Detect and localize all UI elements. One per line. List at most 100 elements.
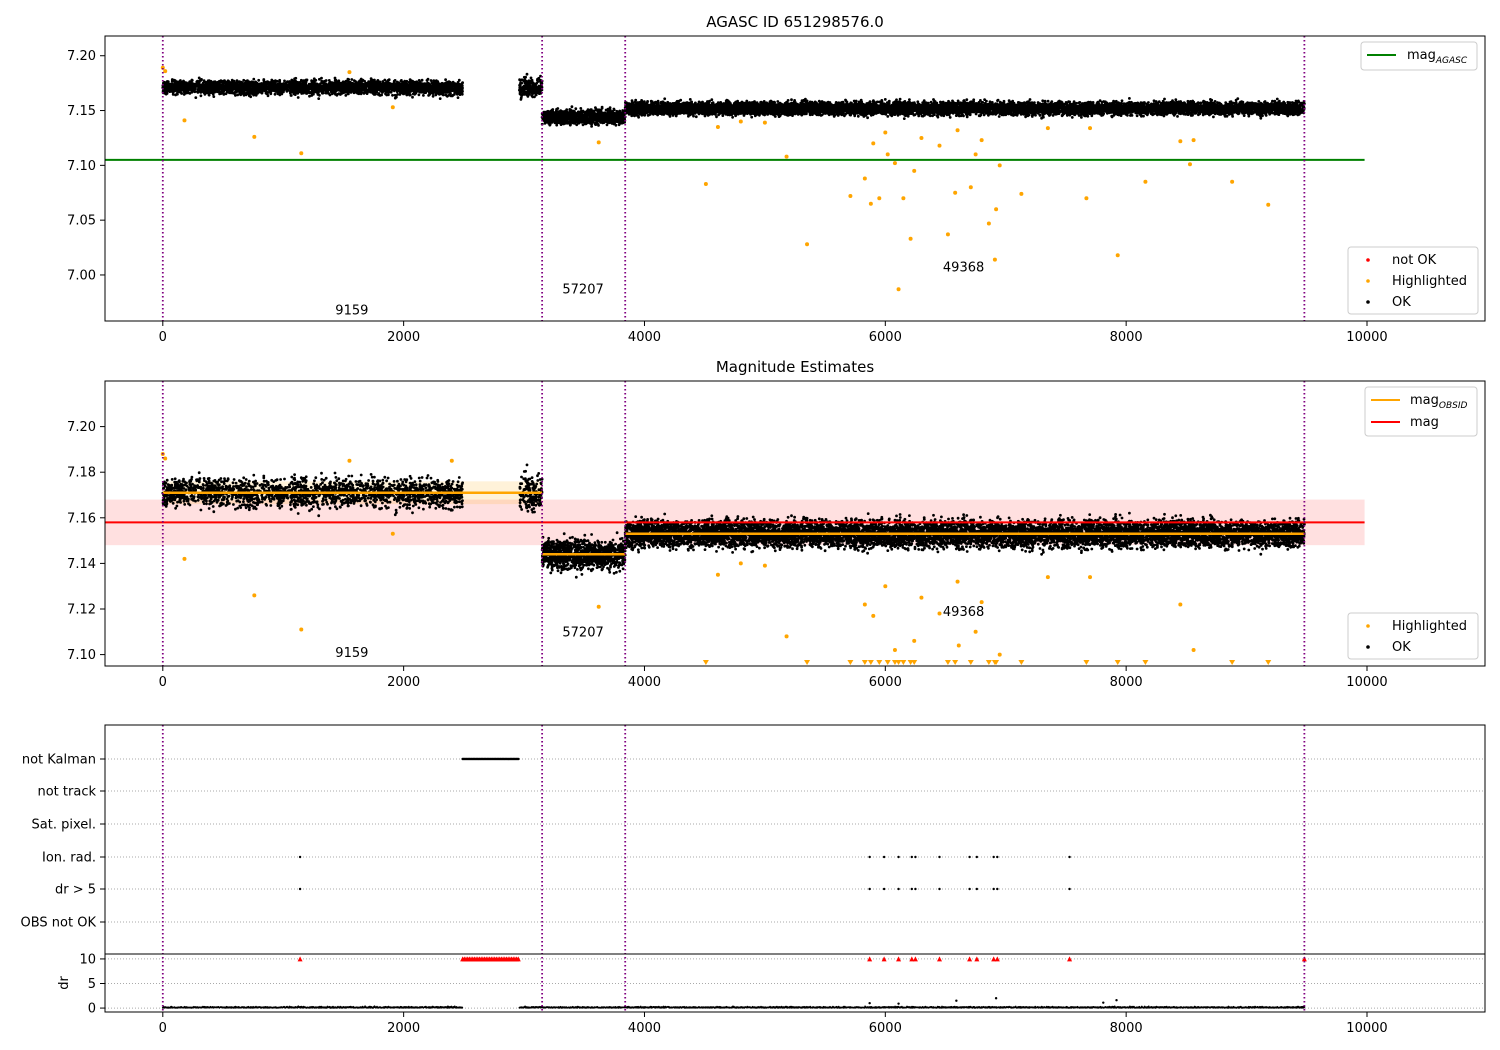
highlighted-point xyxy=(1143,179,1148,184)
highlighted-point xyxy=(908,236,913,241)
x-tick-label: 6000 xyxy=(869,330,902,345)
panel-1-plot-area: 9159 57207 49368 xyxy=(105,36,1365,321)
dr-axis-label: dr xyxy=(57,976,72,990)
highlighted-point xyxy=(979,138,984,143)
flag-point xyxy=(910,855,914,859)
flag-row-label: Ion. rad. xyxy=(42,851,96,866)
highlighted-point xyxy=(163,456,168,461)
highlighted-point xyxy=(784,154,789,159)
flag-point xyxy=(868,855,871,859)
dr-outlier-point xyxy=(1102,1001,1105,1004)
out-of-range-marker xyxy=(702,660,709,665)
flag-point xyxy=(938,887,941,891)
out-of-range-marker xyxy=(804,660,811,665)
highlighted-point xyxy=(299,151,304,156)
flag-point xyxy=(968,887,971,891)
x-tick-label: 8000 xyxy=(1110,330,1143,345)
highlighted-point xyxy=(955,128,960,133)
dr-capped-marker xyxy=(994,956,1000,962)
flag-point xyxy=(1068,887,1071,891)
highlighted-point xyxy=(805,242,810,247)
out-of-range-marker xyxy=(861,660,868,665)
highlighted-point xyxy=(892,161,897,166)
obsid-label: 49368 xyxy=(943,605,984,620)
out-of-range-marker xyxy=(1083,660,1090,665)
highlighted-point xyxy=(871,613,876,618)
flag-row-label: not track xyxy=(37,785,96,800)
highlighted-point xyxy=(163,69,168,74)
dr-capped-marker xyxy=(881,956,887,962)
x-tick-label: 2000 xyxy=(387,675,420,690)
panel-1-title: AGASC ID 651298576.0 xyxy=(706,13,884,31)
out-of-range-marker xyxy=(1265,660,1272,665)
panel-2-legend-upper: magOBSID mag xyxy=(1364,386,1478,437)
panel-2-legend-lower: Highlighted OK xyxy=(1347,612,1479,660)
flag-point xyxy=(914,855,917,859)
highlighted-point xyxy=(877,196,882,201)
dr-capped-marker xyxy=(967,956,973,962)
highlighted-point xyxy=(449,458,454,463)
highlighted-point xyxy=(937,143,942,148)
highlighted-point xyxy=(1088,575,1093,580)
x-tick-label: 10000 xyxy=(1346,330,1387,345)
highlighted-point xyxy=(973,152,978,157)
dr-capped-marker xyxy=(1301,956,1307,962)
dr-capped-marker xyxy=(515,956,521,962)
highlighted-point xyxy=(862,176,867,181)
flag-point xyxy=(882,887,886,891)
y-tick-label: 7.14 xyxy=(67,557,96,572)
flag-row-label: OBS not OK xyxy=(21,916,97,931)
highlighted-point xyxy=(997,652,1002,657)
x-tick-label: 4000 xyxy=(628,1021,661,1036)
highlighted-point xyxy=(784,634,789,639)
highlighted-point xyxy=(1178,602,1183,607)
dr-outlier-point xyxy=(897,1002,900,1005)
panel-magnitude-estimates: Magnitude Estimates 9159 57207 49368 0 2000… xyxy=(67,358,1486,690)
y-tick-label: 7.15 xyxy=(67,104,96,119)
highlighted-point xyxy=(992,257,997,262)
flag-point xyxy=(992,855,995,859)
highlighted-point xyxy=(1045,126,1050,131)
flag-point xyxy=(938,855,941,859)
x-tick-label: 8000 xyxy=(1110,675,1143,690)
obsid-label: 57207 xyxy=(562,283,603,298)
out-of-range-marker xyxy=(884,660,891,665)
x-tick-label: 0 xyxy=(159,675,167,690)
highlighted-point xyxy=(973,629,978,634)
highlighted-point xyxy=(390,531,395,536)
highlighted-point xyxy=(252,134,257,139)
panel-1-x-ticks: 0 2000 4000 6000 8000 10000 xyxy=(159,321,1388,345)
dr-outlier-point xyxy=(955,999,958,1002)
highlighted-point xyxy=(1088,126,1093,131)
legend-not-ok-marker xyxy=(1366,258,1370,262)
obsid-label: 49368 xyxy=(943,261,984,276)
legend-box xyxy=(1347,612,1479,660)
out-of-range-marker xyxy=(985,660,992,665)
dr-capped-marker xyxy=(991,956,997,962)
legend-mag-label: mag xyxy=(1410,415,1439,430)
obsid-label: 9159 xyxy=(335,303,368,318)
highlighted-point xyxy=(994,207,999,212)
highlighted-point xyxy=(912,638,917,643)
highlighted-point xyxy=(347,458,352,463)
x-tick-label: 0 xyxy=(159,1021,167,1036)
panel-2-y-ticks: 7.10 7.12 7.14 7.16 7.18 7.20 xyxy=(67,420,105,663)
highlighted-point xyxy=(896,287,901,292)
highlighted-point xyxy=(937,611,942,616)
x-tick-label: 8000 xyxy=(1110,1021,1143,1036)
highlighted-point xyxy=(979,600,984,605)
panel-1-frame xyxy=(104,35,1486,322)
flag-point xyxy=(897,855,900,859)
highlighted-point xyxy=(347,70,352,75)
highlighted-point xyxy=(1191,648,1196,653)
highlighted-point xyxy=(252,593,257,598)
x-tick-label: 0 xyxy=(159,330,167,345)
x-tick-label: 4000 xyxy=(628,330,661,345)
y-tick-label: 7.20 xyxy=(67,49,96,64)
highlighted-point xyxy=(862,602,867,607)
highlighted-point xyxy=(160,65,165,70)
dr-capped-marker xyxy=(1067,956,1073,962)
highlighted-point xyxy=(883,584,888,589)
legend-not-ok-label: not OK xyxy=(1392,253,1437,268)
highlighted-point xyxy=(182,118,187,123)
